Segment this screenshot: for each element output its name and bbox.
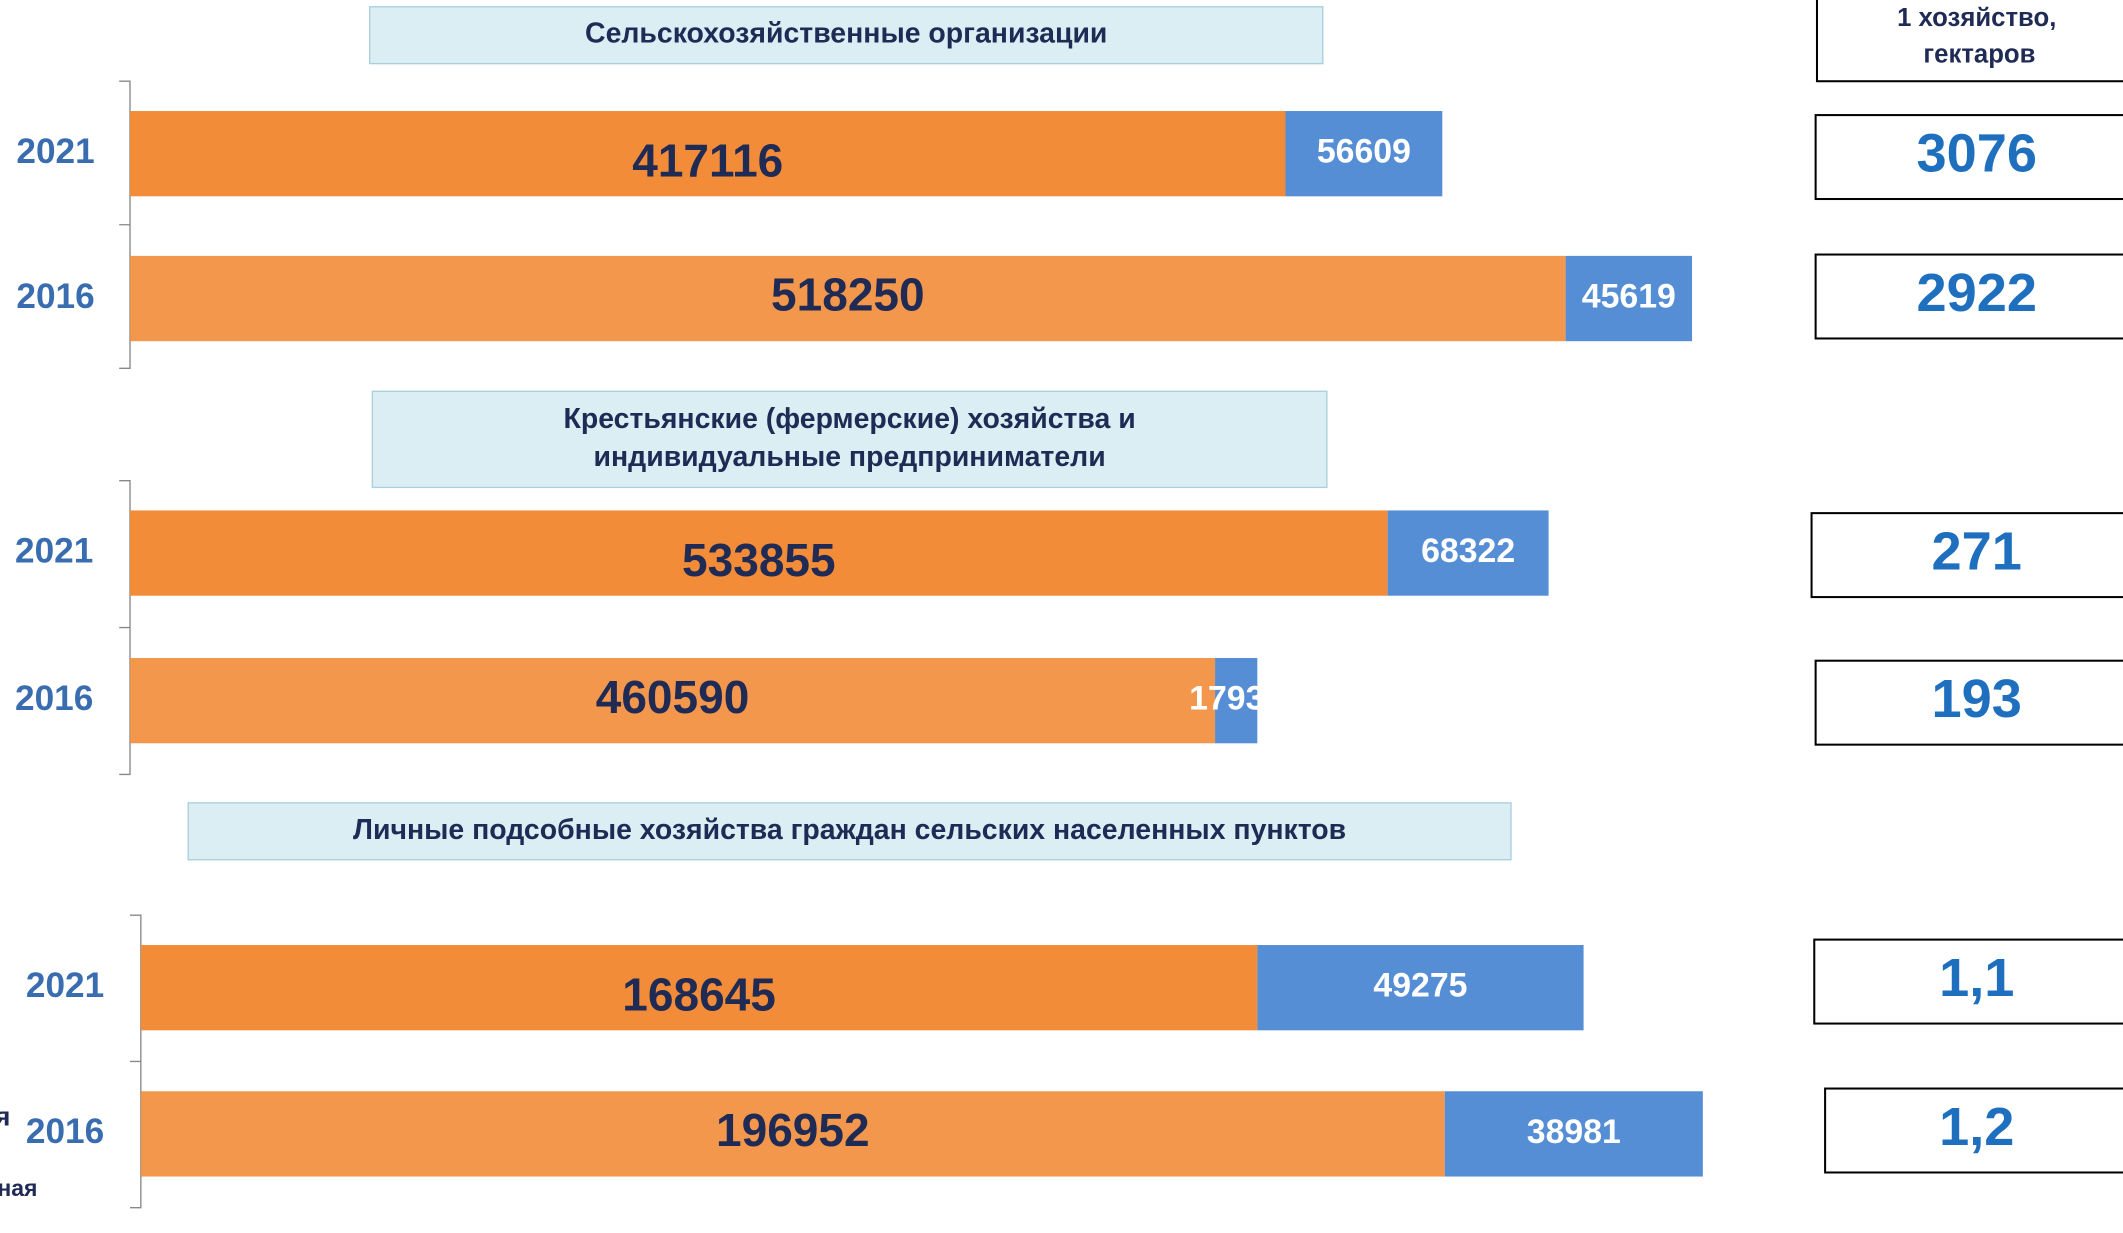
bar-segment bbox=[1387, 510, 1549, 596]
year-label: 2021 bbox=[26, 966, 104, 1005]
per-farm-box bbox=[1814, 659, 2123, 746]
title-box bbox=[187, 802, 1512, 861]
fragment: ная bbox=[0, 1175, 37, 1201]
value-label: 68322 bbox=[1421, 532, 1515, 570]
bar-segment bbox=[130, 510, 1388, 596]
chart-title: индивидуальные предприниматели bbox=[594, 441, 1106, 473]
per-farm-value: 1,1 bbox=[1939, 948, 2014, 1008]
chart-title: Сельскохозяйственные организации bbox=[585, 18, 1107, 50]
bar-segment bbox=[130, 255, 1566, 342]
title-box bbox=[371, 390, 1328, 489]
title-box bbox=[368, 6, 1324, 65]
fragment: я bbox=[0, 1100, 10, 1131]
value-label: 38981 bbox=[1527, 1113, 1621, 1151]
bar-segment bbox=[140, 945, 1258, 1031]
per-farm-box bbox=[1814, 253, 2123, 340]
value-label: 45619 bbox=[1582, 277, 1676, 315]
value-label: 56609 bbox=[1317, 133, 1411, 171]
bar-segment bbox=[1285, 111, 1443, 197]
year-label: 2021 bbox=[16, 132, 94, 171]
per-farm-value: 3076 bbox=[1917, 123, 2037, 183]
bracket bbox=[119, 479, 131, 776]
year-label: 2021 bbox=[15, 531, 93, 570]
bar-segment bbox=[130, 111, 1286, 197]
header-box bbox=[1815, 0, 2123, 83]
bar-segment bbox=[130, 657, 1216, 744]
bar-segment bbox=[140, 1091, 1445, 1177]
bar-segment bbox=[1257, 945, 1584, 1031]
chart-title: Крестьянские (фермерские) хозяйства и bbox=[564, 403, 1136, 435]
value-label: 460590 bbox=[596, 671, 750, 723]
bracket bbox=[130, 914, 142, 1209]
bar-segment bbox=[1565, 255, 1693, 342]
per-farm-value: 2922 bbox=[1917, 263, 2037, 323]
per-farm-box bbox=[1813, 938, 2123, 1025]
value-label: 533855 bbox=[682, 534, 836, 586]
value-label: 196952 bbox=[716, 1104, 870, 1156]
value-label: 49275 bbox=[1373, 967, 1467, 1005]
value-label: 168645 bbox=[622, 969, 776, 1021]
per-farm-value: 271 bbox=[1932, 521, 2022, 581]
per-farm-value: 1,2 bbox=[1939, 1097, 2014, 1157]
year-label: 2016 bbox=[26, 1112, 104, 1151]
bar-segment bbox=[1444, 1091, 1703, 1177]
per-farm-box bbox=[1810, 512, 2123, 599]
per-farm-box bbox=[1814, 114, 2123, 201]
header-text: гектаров bbox=[1923, 40, 2035, 68]
year-label: 2016 bbox=[16, 277, 94, 316]
value-label: 417116 bbox=[632, 135, 783, 187]
value-label: 17939 bbox=[1189, 680, 1283, 718]
chart-title: Личные подсобные хозяйства граждан сельс… bbox=[353, 814, 1346, 846]
per-farm-box bbox=[1824, 1087, 2123, 1174]
per-farm-value: 193 bbox=[1932, 669, 2022, 729]
value-label: 518250 bbox=[771, 269, 925, 321]
year-label: 2016 bbox=[15, 679, 93, 718]
header-text: 1 хозяйство, bbox=[1897, 4, 2056, 32]
bar-segment bbox=[1215, 657, 1258, 744]
bracket bbox=[119, 80, 131, 369]
